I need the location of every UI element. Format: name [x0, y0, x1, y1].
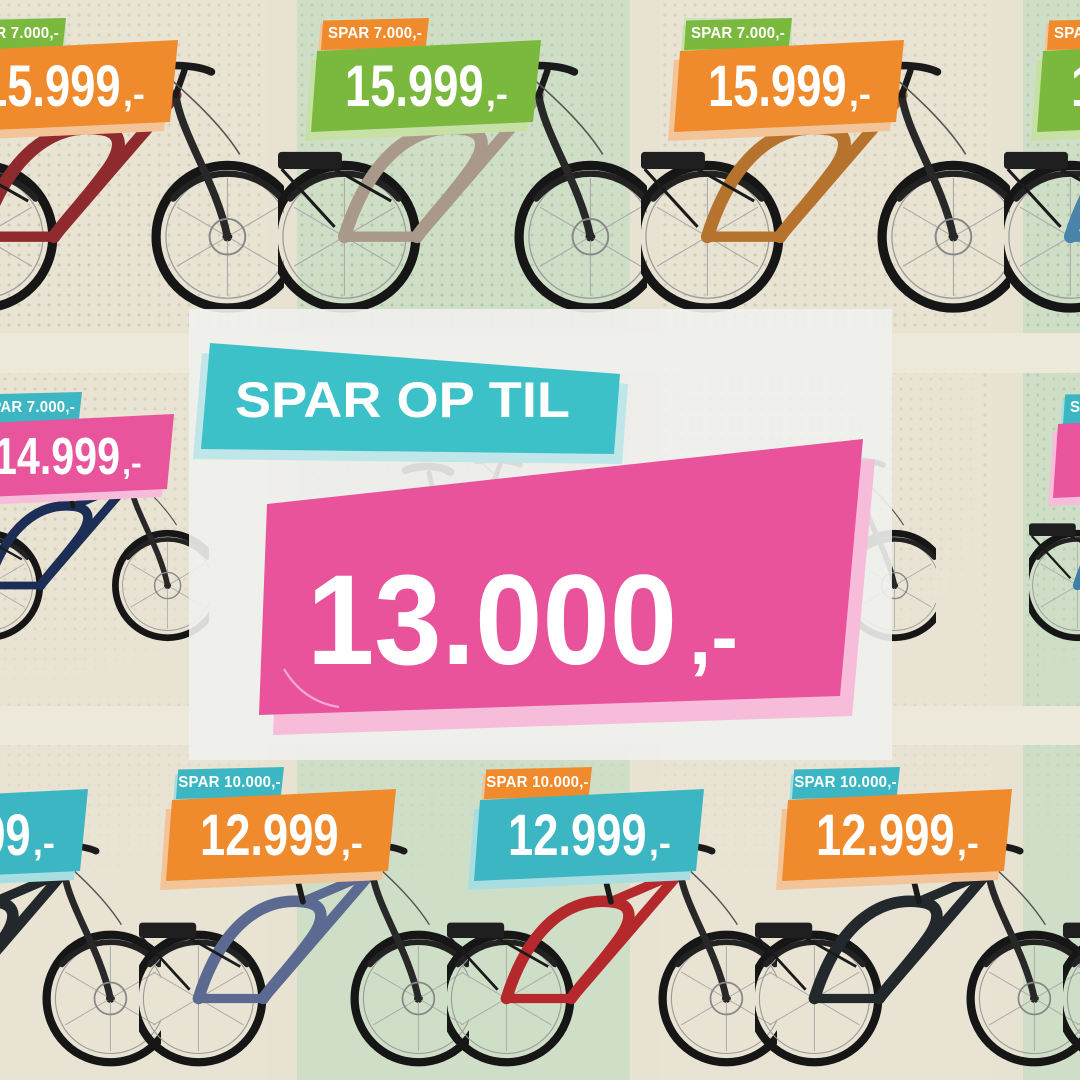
svg-text:15.999: 15.999 [0, 54, 121, 119]
svg-text:,-: ,- [957, 822, 979, 863]
svg-text:,-: ,- [849, 73, 871, 114]
svg-text:,-: ,- [122, 445, 142, 481]
svg-text:14.999: 14.999 [0, 428, 120, 486]
svg-text:13.000: 13.000 [307, 549, 677, 692]
svg-text:,-: ,- [689, 592, 738, 681]
svg-text:12.999: 12.999 [200, 803, 339, 868]
svg-text:15.999: 15.999 [708, 54, 847, 119]
svg-text:15.999: 15.999 [345, 54, 484, 119]
svg-text:12.999: 12.999 [816, 803, 955, 868]
svg-text:15.999: 15.999 [1071, 54, 1080, 119]
svg-text:12.999: 12.999 [0, 803, 31, 868]
svg-text:,-: ,- [486, 73, 508, 114]
svg-text:,-: ,- [123, 73, 145, 114]
svg-text:12.999: 12.999 [508, 803, 647, 868]
svg-text:,-: ,- [33, 822, 55, 863]
svg-text:,-: ,- [341, 822, 363, 863]
svg-text:,-: ,- [649, 822, 671, 863]
